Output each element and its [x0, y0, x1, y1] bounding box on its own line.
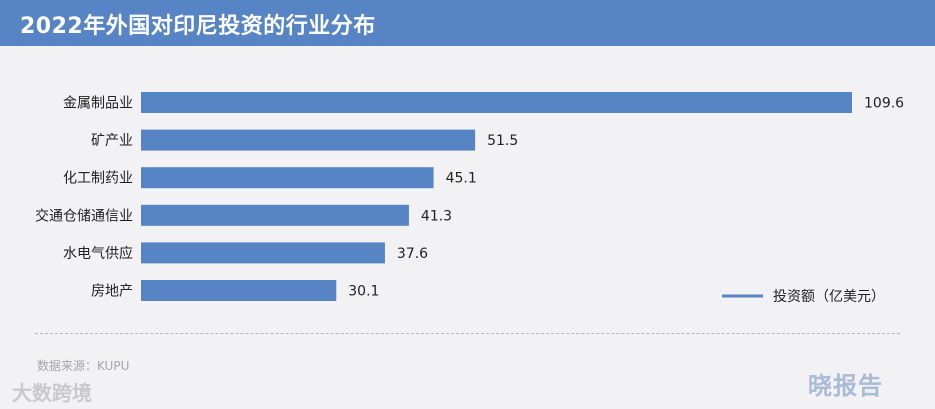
value-label: 37.6 — [397, 246, 428, 262]
bar — [141, 129, 476, 151]
value-label: 41.3 — [421, 208, 452, 224]
bar — [141, 280, 337, 301]
title-banner: 2022年外国对印尼投资的行业分布 — [0, 0, 935, 46]
category-label: 房地产 — [91, 284, 133, 300]
category-label: 交通仓储通信业 — [35, 207, 133, 224]
category-label: 矿产业 — [91, 133, 133, 149]
watermark-left-logo: 大数跨境 — [12, 381, 92, 405]
divider — [35, 333, 900, 334]
bar — [141, 242, 385, 264]
data-source: 数据来源：KUPU — [37, 359, 130, 373]
chart-title: 2022年外国对印尼投资的行业分布 — [20, 14, 376, 39]
value-label: 51.5 — [487, 133, 518, 149]
watermark-right-logo: 晓报告 — [808, 372, 883, 400]
category-label: 水电气供应 — [63, 245, 133, 262]
bar — [141, 204, 409, 226]
value-label: 45.1 — [446, 171, 477, 187]
bar — [141, 92, 852, 113]
bar — [141, 167, 434, 189]
category-label: 化工制药业 — [63, 171, 133, 187]
category-label: 金属制品业 — [63, 96, 133, 112]
value-label: 109.6 — [864, 96, 904, 112]
value-label: 30.1 — [348, 284, 379, 300]
legend-label: 投资额（亿美元） — [773, 289, 885, 305]
